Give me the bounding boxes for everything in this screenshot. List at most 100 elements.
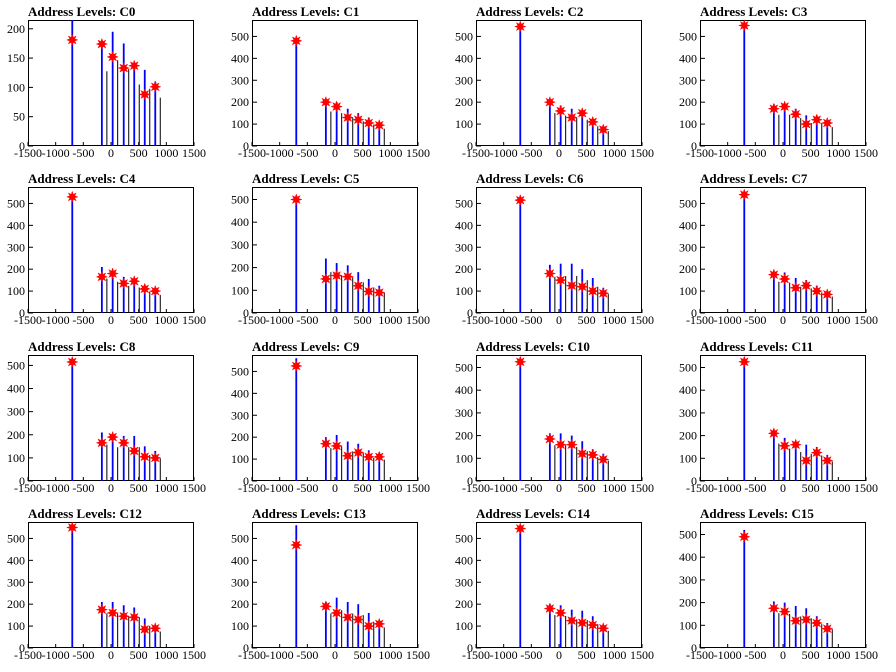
x-tick-label: -500 [296, 313, 318, 327]
x-tick-label: 500 [130, 648, 148, 662]
chart-panel-0: Address Levels: C0 0 50 100 150 200 -1500 -1000… [7, 4, 206, 160]
x-tick-label: 1000 [826, 146, 850, 160]
peak-marker [117, 436, 131, 450]
chart-panel-9: Address Levels: C90100200300400500-1500-… [231, 339, 430, 495]
y-tick-label: 400 [455, 383, 473, 397]
x-tick-label: -1500 [686, 313, 714, 327]
chart-panel-3: Address Levels: C30100200300400500-1500-… [679, 4, 878, 160]
x-tick-label: 0 [780, 313, 786, 327]
x-tick-label: -500 [72, 481, 94, 495]
y-tick-label: 100 [455, 451, 473, 465]
peak-marker [554, 606, 567, 620]
peak-marker [341, 270, 355, 283]
y-tick-label: 100 [455, 117, 473, 131]
peak-marker [767, 426, 781, 440]
peak-marker [789, 107, 803, 121]
x-tick-label: 500 [130, 146, 148, 160]
x-tick-label: -1000 [266, 313, 294, 327]
x-tick-label: -500 [744, 313, 766, 327]
peak-marker [513, 193, 527, 207]
y-tick-label: 100 [231, 117, 249, 131]
plot-frame [252, 355, 418, 481]
peak-marker [330, 606, 343, 620]
peak-marker [565, 438, 579, 451]
y-tick-label: 300 [455, 406, 473, 420]
peak-marker [543, 602, 557, 615]
y-tick-label: 200 [231, 261, 249, 275]
x-tick-label: 1500 [406, 146, 430, 160]
x-tick-label: -500 [72, 648, 94, 662]
peak-marker [319, 437, 333, 451]
peak-marker [575, 280, 589, 294]
peak-marker [127, 59, 141, 73]
chart-title: Address Levels: C12 [28, 506, 142, 521]
y-tick-label: 0 [691, 139, 697, 153]
x-tick-label: 0 [556, 648, 562, 662]
peak-marker [95, 436, 109, 450]
x-tick-label: -1500 [238, 146, 266, 160]
x-tick-label: -1000 [490, 481, 518, 495]
peak-marker [148, 80, 162, 94]
peak-marker [810, 113, 824, 127]
plot-frame [28, 20, 194, 146]
y-tick-label: 500 [231, 29, 249, 43]
y-tick-label: 200 [7, 428, 25, 442]
peak-marker [596, 621, 610, 635]
peak-marker [106, 267, 119, 280]
x-tick-label: 1000 [154, 648, 178, 662]
peak-marker [148, 621, 162, 635]
x-tick-label: -500 [72, 313, 94, 327]
y-tick-label: 400 [679, 51, 697, 65]
x-tick-label: -1500 [462, 648, 490, 662]
y-tick-label: 500 [455, 29, 473, 43]
x-tick-label: 500 [802, 481, 820, 495]
y-tick-label: 0 [19, 306, 25, 320]
peak-marker [767, 601, 781, 615]
peak-marker [351, 613, 365, 626]
peak-marker [778, 439, 791, 453]
y-tick-label: 400 [455, 51, 473, 65]
peak-marker [575, 106, 589, 120]
y-tick-label: 0 [691, 474, 697, 488]
x-tick-label: -1000 [714, 146, 742, 160]
y-tick-label: 400 [7, 382, 25, 396]
peak-marker [127, 444, 141, 458]
peak-marker [575, 447, 589, 461]
x-tick-label: -1500 [686, 146, 714, 160]
peak-marker [95, 270, 109, 284]
peak-marker [289, 359, 303, 373]
x-tick-label: 1500 [406, 481, 430, 495]
chart-panel-2: Address Levels: C20100200300400500-1500-… [455, 4, 654, 160]
peak-marker [799, 454, 813, 467]
y-tick-label: 100 [679, 451, 697, 465]
x-tick-label: 1500 [182, 648, 206, 662]
peak-marker [372, 118, 386, 132]
x-tick-label: 500 [802, 146, 820, 160]
x-tick-label: -1000 [266, 481, 294, 495]
y-tick-label: 0 [243, 641, 249, 655]
y-tick-label: 100 [231, 452, 249, 466]
peak-marker [289, 538, 303, 552]
y-tick-label: 100 [7, 619, 25, 633]
y-tick-label: 100 [455, 284, 473, 298]
peak-marker [341, 611, 355, 624]
x-tick-label: 500 [578, 146, 596, 160]
x-tick-label: 500 [578, 481, 596, 495]
x-tick-label: 1500 [406, 648, 430, 662]
peak-marker [737, 19, 751, 32]
x-tick-label: 1500 [406, 313, 430, 327]
x-tick-label: -1000 [266, 648, 294, 662]
peak-marker [575, 616, 589, 630]
chart-title: Address Levels: C14 [476, 506, 590, 521]
x-tick-label: 0 [108, 146, 114, 160]
y-tick-label: 400 [231, 215, 249, 229]
y-tick-label: 0 [467, 306, 473, 320]
plot-frame [28, 522, 194, 648]
y-tick-label: 100 [679, 284, 697, 298]
peak-marker [351, 446, 365, 459]
chart-title: Address Levels: C4 [28, 171, 136, 186]
x-tick-label: -1500 [14, 313, 42, 327]
x-tick-label: -1000 [42, 481, 70, 495]
y-tick-label: 300 [231, 575, 249, 589]
plot-frame [700, 355, 866, 481]
